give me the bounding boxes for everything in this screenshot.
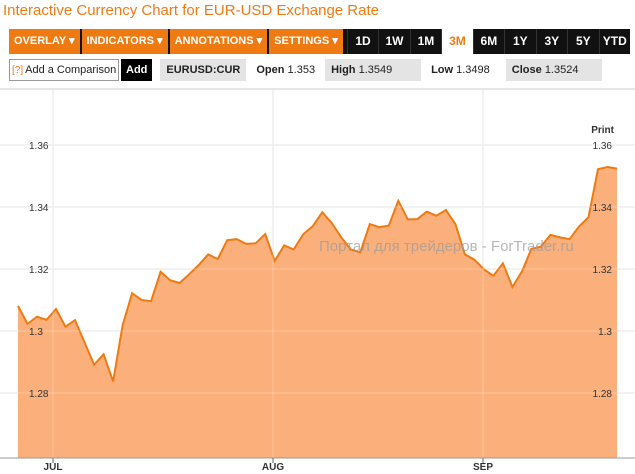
range-6m-button[interactable]: 6M: [472, 29, 504, 54]
x-tick-label: AUG: [262, 462, 284, 473]
add-comparison-placeholder: Add a Comparison: [25, 64, 117, 76]
low-quote: Low 1.3498: [425, 59, 496, 81]
watermark: Портал для трейдеров - ForTrader.ru: [319, 238, 574, 255]
help-icon[interactable]: [?]: [12, 64, 24, 76]
price-chart[interactable]: 1.28 1.28 1.3 1.3 1.32 1.32 1.34 1.34 1.36 1.36 JU…: [0, 87, 635, 474]
x-tick-label: JUL: [44, 462, 63, 473]
quote-infobar: [?] Add a Comparison Add EURUSD:CUR Open…: [9, 58, 630, 82]
open-value: 1.353: [287, 64, 316, 76]
price-area: [18, 167, 617, 458]
print-button[interactable]: Print: [591, 125, 614, 136]
open-label: Open: [256, 64, 285, 76]
low-value: 1.3498: [456, 64, 490, 76]
y-tick-label-left: 1.34: [29, 203, 49, 214]
range-1m-button[interactable]: 1M: [409, 29, 441, 54]
overlay-menu-button[interactable]: OVERLAY ▾: [9, 29, 80, 54]
y-tick-label-right: 1.36: [593, 141, 613, 152]
close-value: 1.3524: [544, 64, 579, 76]
annotations-menu-button[interactable]: ANNOTATIONS ▾: [169, 29, 268, 54]
page-title: Interactive Currency Chart for EUR-USD E…: [3, 2, 379, 19]
symbol-label: EURUSD:CUR: [160, 59, 247, 81]
chart-toolbar: OVERLAY ▾ INDICATORS ▾ ANNOTATIONS ▾ SET…: [9, 29, 630, 54]
y-tick-label-right: 1.3: [598, 327, 612, 338]
high-label: High: [331, 64, 356, 76]
range-1w-button[interactable]: 1W: [378, 29, 409, 54]
price-line: [17, 165, 618, 382]
range-3y-button[interactable]: 3Y: [535, 29, 567, 54]
low-label: Low: [431, 64, 454, 76]
price-chart-svg[interactable]: 1.28 1.28 1.3 1.3 1.32 1.32 1.34 1.34 1.36 1.36 JU…: [0, 87, 635, 474]
high-value: 1.3549: [358, 64, 393, 76]
y-tick-label-right: 1.28: [593, 389, 613, 400]
y-tick-label-left: 1.36: [29, 141, 49, 152]
x-axis-band: [0, 458, 635, 474]
close-quote: Close 1.3524: [505, 59, 602, 81]
range-3m-button[interactable]: 3M: [441, 29, 473, 54]
add-comparison-button[interactable]: Add: [121, 59, 153, 81]
y-tick-label-left: 1.32: [29, 265, 49, 276]
range-ytd-button[interactable]: YTD: [598, 29, 630, 54]
add-comparison-input[interactable]: [?] Add a Comparison: [9, 59, 119, 81]
range-5y-button[interactable]: 5Y: [567, 29, 598, 54]
y-tick-label-right: 1.34: [593, 203, 613, 214]
y-tick-label-left: 1.3: [29, 327, 43, 338]
x-tick-label: SEP: [473, 462, 493, 473]
y-tick-label-left: 1.28: [29, 389, 49, 400]
open-quote: Open 1.353: [250, 59, 321, 81]
range-1d-button[interactable]: 1D: [346, 29, 378, 54]
symbol-value: EURUSD:CUR: [166, 64, 241, 76]
high-quote: High 1.3549: [325, 59, 422, 81]
close-label: Close: [511, 64, 542, 76]
y-tick-label-right: 1.32: [593, 265, 613, 276]
settings-menu-button[interactable]: SETTINGS ▾: [269, 29, 343, 54]
range-1y-button[interactable]: 1Y: [504, 29, 535, 54]
indicators-menu-button[interactable]: INDICATORS ▾: [81, 29, 168, 54]
